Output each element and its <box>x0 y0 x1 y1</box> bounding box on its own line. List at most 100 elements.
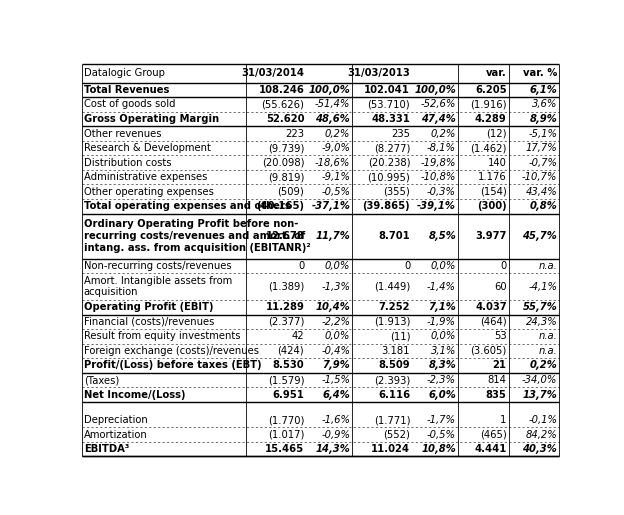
Text: 6.205: 6.205 <box>475 85 507 95</box>
Text: (1.771): (1.771) <box>374 415 410 425</box>
Text: 0,0%: 0,0% <box>431 332 456 341</box>
Text: -1,5%: -1,5% <box>321 375 350 385</box>
Text: (300): (300) <box>477 201 507 211</box>
Text: 47,4%: 47,4% <box>421 114 456 124</box>
Text: 140: 140 <box>488 158 507 168</box>
Text: 48.331: 48.331 <box>371 114 410 124</box>
Text: 60: 60 <box>494 282 507 291</box>
Text: 31/03/2013: 31/03/2013 <box>348 68 410 78</box>
Text: Amort. Intangible assets from
acquisition: Amort. Intangible assets from acquisitio… <box>84 276 232 297</box>
Text: (154): (154) <box>480 187 507 197</box>
Text: -9,1%: -9,1% <box>321 172 350 182</box>
Text: (39.865): (39.865) <box>363 201 410 211</box>
Text: 835: 835 <box>485 389 507 400</box>
Text: (53.710): (53.710) <box>368 99 410 110</box>
Text: 8.530: 8.530 <box>273 360 305 370</box>
Text: Profit/(Loss) before taxes (EBT): Profit/(Loss) before taxes (EBT) <box>84 360 261 370</box>
Text: Financial (costs)/revenues: Financial (costs)/revenues <box>84 317 214 327</box>
Text: -0,5%: -0,5% <box>427 430 456 440</box>
Text: -39,1%: -39,1% <box>417 201 456 211</box>
Text: 1: 1 <box>500 415 507 425</box>
Text: 31/03/2014: 31/03/2014 <box>241 68 305 78</box>
Text: 15.465: 15.465 <box>265 444 305 454</box>
Text: -10,7%: -10,7% <box>522 172 557 182</box>
Text: (9.819): (9.819) <box>268 172 305 182</box>
Text: 11.024: 11.024 <box>371 444 410 454</box>
Text: (552): (552) <box>383 430 410 440</box>
Text: 6,4%: 6,4% <box>323 389 350 400</box>
Text: Other revenues: Other revenues <box>84 129 161 139</box>
Text: (465): (465) <box>480 430 507 440</box>
Text: 3.181: 3.181 <box>382 346 410 356</box>
Text: var.: var. <box>486 68 507 78</box>
Text: 3,1%: 3,1% <box>431 346 456 356</box>
Text: -0,7%: -0,7% <box>529 158 557 168</box>
Text: -10,8%: -10,8% <box>421 172 456 182</box>
Text: -2,3%: -2,3% <box>427 375 456 385</box>
Text: 10,8%: 10,8% <box>421 444 456 454</box>
Text: (3.605): (3.605) <box>470 346 507 356</box>
Text: 0: 0 <box>404 261 410 271</box>
Text: 4.037: 4.037 <box>475 302 507 312</box>
Text: 100,0%: 100,0% <box>308 85 350 95</box>
Text: Datalogic Group: Datalogic Group <box>84 68 165 78</box>
Text: -0,4%: -0,4% <box>321 346 350 356</box>
Text: (509): (509) <box>278 187 305 197</box>
Text: -19,8%: -19,8% <box>421 158 456 168</box>
Text: Other operating expenses: Other operating expenses <box>84 187 213 197</box>
Text: Ordinary Operating Profit before non-
recurring costs/revenues and amort. of
int: Ordinary Operating Profit before non- re… <box>84 219 311 253</box>
Text: 0,2%: 0,2% <box>431 129 456 139</box>
Text: -52,6%: -52,6% <box>421 99 456 110</box>
Text: (1.913): (1.913) <box>374 317 410 327</box>
Text: Non-recurring costs/revenues: Non-recurring costs/revenues <box>84 261 232 271</box>
Text: Research & Development: Research & Development <box>84 143 211 153</box>
Text: 0: 0 <box>298 261 305 271</box>
Text: (1.770): (1.770) <box>268 415 305 425</box>
Text: -4,1%: -4,1% <box>529 282 557 291</box>
Text: 0,0%: 0,0% <box>324 261 350 271</box>
Text: 43,4%: 43,4% <box>525 187 557 197</box>
Text: 4.441: 4.441 <box>474 444 507 454</box>
Text: 11.289: 11.289 <box>265 302 305 312</box>
Text: 3,6%: 3,6% <box>532 99 557 110</box>
Text: (8.277): (8.277) <box>374 143 410 153</box>
Text: 17,7%: 17,7% <box>525 143 557 153</box>
Text: -37,1%: -37,1% <box>311 201 350 211</box>
Text: -2,2%: -2,2% <box>321 317 350 327</box>
Text: Operating Profit (EBIT): Operating Profit (EBIT) <box>84 302 213 312</box>
Text: 14,3%: 14,3% <box>315 444 350 454</box>
Text: Gross Operating Margin: Gross Operating Margin <box>84 114 219 124</box>
Text: (1.462): (1.462) <box>470 143 507 153</box>
Text: (55.626): (55.626) <box>261 99 305 110</box>
Text: 0: 0 <box>500 261 507 271</box>
Text: Total Revenues: Total Revenues <box>84 85 169 95</box>
Text: n.a.: n.a. <box>539 346 557 356</box>
Text: -1,6%: -1,6% <box>321 415 350 425</box>
Text: (1.449): (1.449) <box>374 282 410 291</box>
Text: 0,0%: 0,0% <box>324 332 350 341</box>
Text: 53: 53 <box>494 332 507 341</box>
Text: 6,0%: 6,0% <box>428 389 456 400</box>
Text: (9.739): (9.739) <box>268 143 305 153</box>
Text: -1,3%: -1,3% <box>321 282 350 291</box>
Text: 3.977: 3.977 <box>475 231 507 241</box>
Text: -34,0%: -34,0% <box>522 375 557 385</box>
Text: 8.509: 8.509 <box>379 360 410 370</box>
Text: 40,3%: 40,3% <box>522 444 557 454</box>
Text: Distribution costs: Distribution costs <box>84 158 172 168</box>
Text: EBITDA³: EBITDA³ <box>84 444 129 454</box>
Text: 8,5%: 8,5% <box>428 231 456 241</box>
Text: 12.678: 12.678 <box>265 231 305 241</box>
Text: 100,0%: 100,0% <box>414 85 456 95</box>
Text: (355): (355) <box>383 187 410 197</box>
Text: Depreciation: Depreciation <box>84 415 147 425</box>
Text: (20.238): (20.238) <box>368 158 410 168</box>
Text: (1.389): (1.389) <box>268 282 305 291</box>
Text: 55,7%: 55,7% <box>522 302 557 312</box>
Text: (Taxes): (Taxes) <box>84 375 119 385</box>
Text: Foreign exchange (costs)/revenues: Foreign exchange (costs)/revenues <box>84 346 259 356</box>
Text: n.a.: n.a. <box>539 332 557 341</box>
Text: 6.951: 6.951 <box>272 389 305 400</box>
Text: (20.098): (20.098) <box>261 158 305 168</box>
Text: 0,2%: 0,2% <box>530 360 557 370</box>
